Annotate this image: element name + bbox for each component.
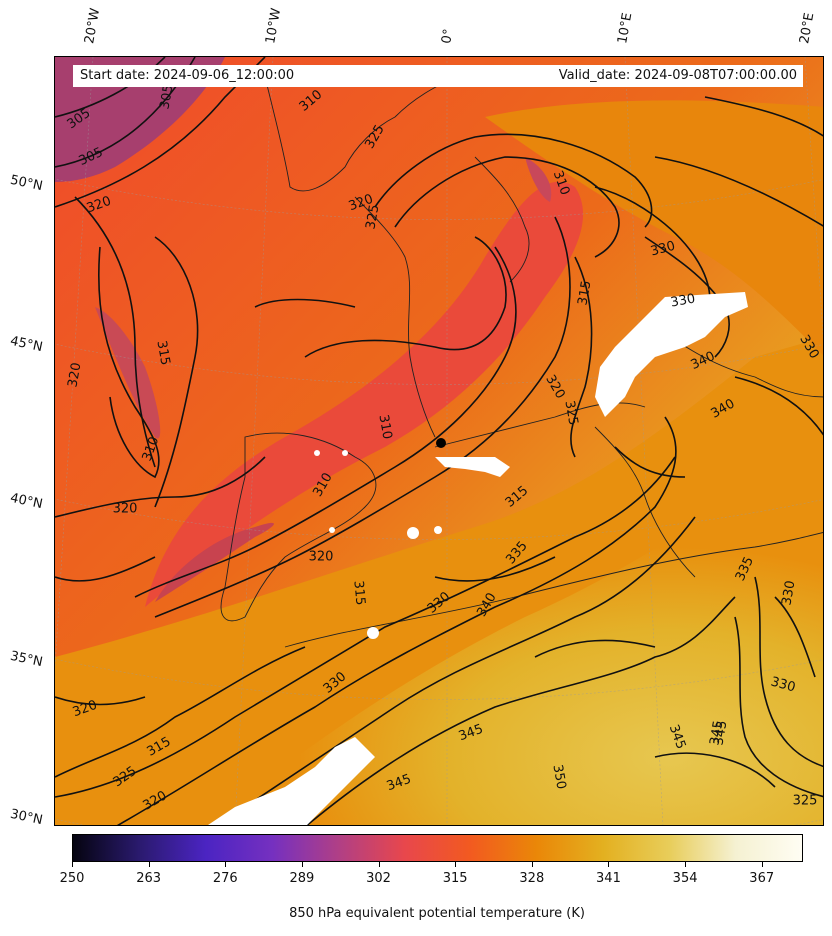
lon-label-0: 0° <box>439 27 457 45</box>
colorbar-tick <box>378 862 380 867</box>
colorbar-tick-label: 328 <box>519 871 545 886</box>
contour-label: 330 <box>669 291 696 310</box>
lat-label-35n: 35°N <box>8 648 44 671</box>
colorbar-tick <box>301 862 303 867</box>
contour-label: 305 <box>157 83 176 110</box>
cold-spot-n <box>525 157 552 202</box>
contour-label: 315 <box>575 279 594 306</box>
colorbar-tick-label: 250 <box>59 871 85 886</box>
terrain-mask <box>208 292 748 825</box>
colorbar-tick <box>761 862 763 867</box>
date-info-bar: Start date: 2024-09-06_12:00:00 Valid_da… <box>73 65 803 87</box>
trough-band <box>145 181 584 607</box>
lon-label-20e: 20°E <box>797 11 818 45</box>
contour-label: 315 <box>153 339 172 366</box>
contour-label: 330 <box>649 239 677 260</box>
lat-label-45n: 45°N <box>8 333 44 356</box>
colorbar-tick-label: 354 <box>672 871 698 886</box>
colorbar-tick <box>608 862 610 867</box>
contour-label: 325 <box>363 203 382 230</box>
island-marker <box>436 438 446 448</box>
colorbar-tick-label: 276 <box>212 871 238 886</box>
lon-label-10w: 10°W <box>263 7 285 46</box>
contour-label: 315 <box>350 580 367 606</box>
lon-label-20w: 20°W <box>82 7 104 46</box>
colorbar-tick-label: 263 <box>136 871 162 886</box>
lat-label-30n: 30°N <box>8 806 44 829</box>
colorbar-tick-label: 302 <box>366 871 391 886</box>
lon-label-10e: 10°E <box>615 11 636 45</box>
colorbar-tick <box>225 862 227 867</box>
colorbar-tick-label: 315 <box>442 871 468 886</box>
colorbar-tick <box>455 862 457 867</box>
contour-label: 345 <box>707 719 726 746</box>
graticule <box>55 57 823 825</box>
colorbar <box>72 834 803 862</box>
cold-region-nw <box>55 57 225 182</box>
map-panel: 305 305 310 305 320 315 320 310 325 325 320 310 330 3… <box>54 56 824 826</box>
colorbar-tick <box>148 862 150 867</box>
contour-label: 325 <box>561 399 580 426</box>
cold-filament-w <box>95 307 161 439</box>
contour-label: 330 <box>769 675 797 696</box>
contour-label: 320 <box>309 550 334 565</box>
contour-label: 325 <box>793 794 818 809</box>
colorbar-label: 850 hPa equivalent potential temperature… <box>289 906 585 921</box>
contour-label: 320 <box>113 502 138 517</box>
lat-label-40n: 40°N <box>8 490 44 513</box>
colorbar-tick <box>531 862 533 867</box>
orange-band-ne <box>485 100 823 356</box>
colorbar-tick-label: 289 <box>289 871 315 886</box>
colorbar-tick-label: 341 <box>596 871 621 886</box>
colorbar-tick <box>72 862 73 867</box>
contour-label: 350 <box>549 763 568 790</box>
contour-label: 310 <box>375 413 394 440</box>
contour-label: 345 <box>711 719 730 746</box>
contour-label: 330 <box>779 579 798 606</box>
start-date-label: Start date: 2024-09-06_12:00:00 <box>80 68 295 83</box>
valid-date-label: Valid_date: 2024-09-08T07:00:00.00 <box>558 68 797 83</box>
lat-label-50n: 50°N <box>8 172 44 195</box>
contour-label: 320 <box>65 361 84 388</box>
high-theta-region <box>207 477 823 825</box>
trough-core <box>155 522 274 602</box>
colorbar-tick-label: 367 <box>749 871 775 886</box>
colorbar-tick <box>685 862 687 867</box>
